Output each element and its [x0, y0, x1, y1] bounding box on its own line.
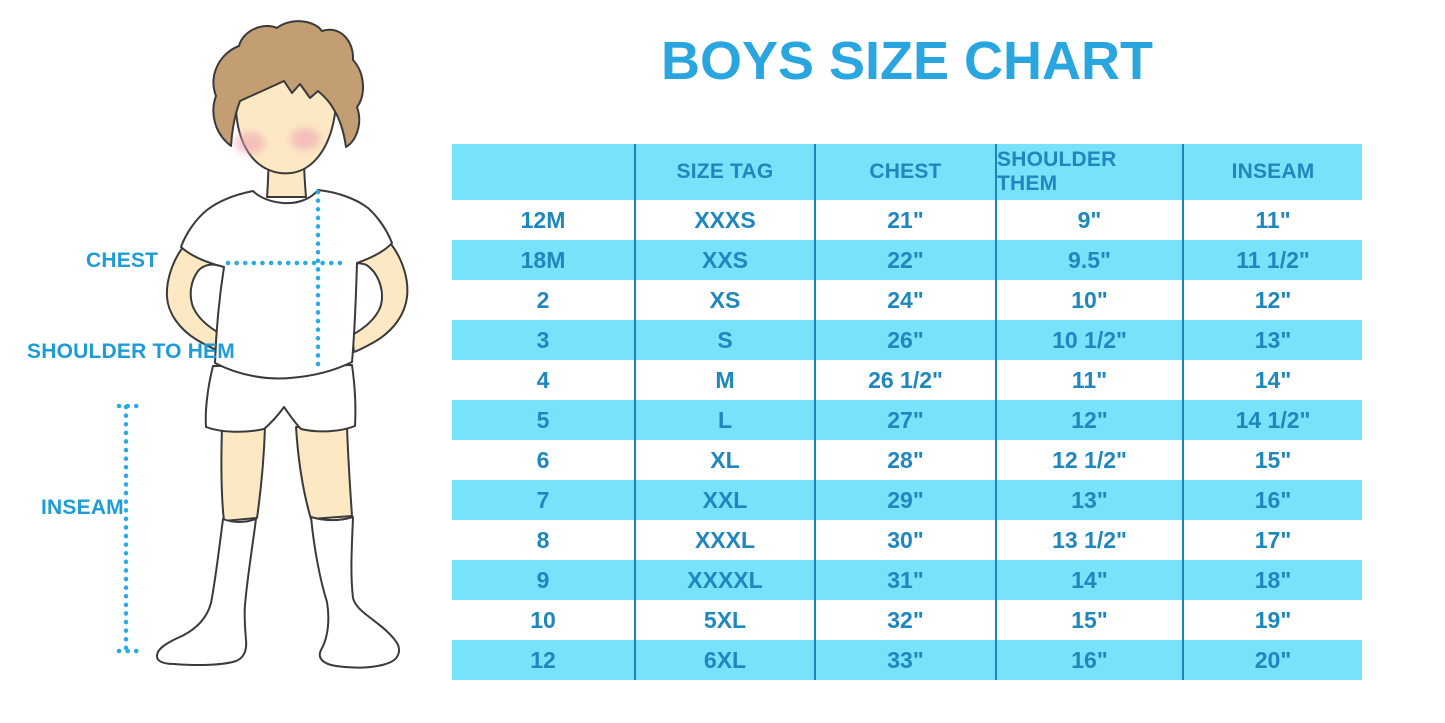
boy-right-cheek-blush [290, 128, 320, 150]
table-cell: 32" [814, 600, 995, 640]
table-row: 5 L 27" 12" 14 1/2" [452, 400, 1362, 440]
cell-size: 12 [530, 646, 556, 673]
page-title: BOYS SIZE CHART [660, 31, 1154, 91]
boy-left-leg [220, 426, 266, 522]
table-cell: 33" [814, 640, 995, 680]
cell-size: 12M [520, 206, 566, 233]
table-cell: 9.5" [995, 240, 1182, 280]
table-cell: 10" [995, 280, 1182, 320]
boy-shorts [204, 364, 357, 433]
table-cell: 9" [995, 200, 1182, 240]
table-cell: 11" [995, 360, 1182, 400]
boy-hair [212, 20, 364, 148]
cell-size: 7 [536, 486, 550, 513]
table-row: 12 6XL 33" 16" 20" [452, 640, 1362, 680]
table-cell: 29" [814, 480, 995, 520]
header-blank [452, 144, 634, 200]
table-cell: 26" [814, 320, 995, 360]
inseam-label: INSEAM [41, 496, 124, 519]
table-row: 18M XXS 22" 9.5" 11 1/2" [452, 240, 1362, 280]
table-cell: XS [634, 280, 814, 320]
table-cell: 27" [814, 400, 995, 440]
table-row: 6 XL 28" 12 1/2" 15" [452, 440, 1362, 480]
cell-size: 4 [536, 366, 550, 393]
cell-size: 10 [530, 606, 556, 633]
table-cell: 13" [1182, 320, 1362, 360]
header-shoulder-them: SHOULDER THEM [995, 144, 1182, 200]
shoulder-to-hem-label: SHOULDER TO HEM [27, 340, 235, 363]
table-cell: 20" [1182, 640, 1362, 680]
header-inseam: INSEAM [1182, 144, 1362, 200]
size-chart-table: SIZE TAG CHEST SHOULDER THEM INSEAM 12M X… [452, 144, 1362, 680]
table-cell: 11" [1182, 200, 1362, 240]
header-size-tag: SIZE TAG [634, 144, 814, 200]
table-cell: M [634, 360, 814, 400]
table-cell: XXXS [634, 200, 814, 240]
chest-label: CHEST [86, 249, 159, 272]
table-cell: 19" [1182, 600, 1362, 640]
cell-size: 18M [520, 246, 566, 273]
table-cell: XXL [634, 480, 814, 520]
table-row: 9 XXXXL 31" 14" 18" [452, 560, 1362, 600]
boy-right-sock [310, 516, 400, 669]
table-cell: 14 1/2" [1182, 400, 1362, 440]
cell-size: 9 [536, 566, 550, 593]
table-cell: 15" [1182, 440, 1362, 480]
table-cell: 11 1/2" [1182, 240, 1362, 280]
boy-illustration [116, 20, 409, 669]
table-cell: 17" [1182, 520, 1362, 560]
table-row: 3 S 26" 10 1/2" 13" [452, 320, 1362, 360]
header-chest: CHEST [814, 144, 995, 200]
boy-right-leg [295, 426, 353, 520]
boy-illustration-panel: CHEST SHOULDER TO HEM INSEAM [0, 0, 450, 723]
table-cell: 12" [1182, 280, 1362, 320]
table-body: 12M XXXS 21" 9" 11" 18M XXS 22" 9.5" 11 1/2" 2 XS 24… [452, 200, 1362, 680]
table-cell: 12 1/2" [995, 440, 1182, 480]
table-header-row: SIZE TAG CHEST SHOULDER THEM INSEAM [452, 144, 1362, 200]
table-cell: 26 1/2" [814, 360, 995, 400]
cell-size: 6 [536, 446, 550, 473]
table-cell: 21" [814, 200, 995, 240]
table-cell: 16" [1182, 480, 1362, 520]
table-row: 7 XXL 29" 13" 16" [452, 480, 1362, 520]
table-cell: 13" [995, 480, 1182, 520]
table-cell: 6XL [634, 640, 814, 680]
table-cell: 14" [1182, 360, 1362, 400]
table-cell: 24" [814, 280, 995, 320]
table-cell: 5XL [634, 600, 814, 640]
table-row: 8 XXXL 30" 13 1/2" 17" [452, 520, 1362, 560]
cell-size: 2 [536, 286, 550, 313]
table-cell: XXXL [634, 520, 814, 560]
table-row: 12M XXXS 21" 9" 11" [452, 200, 1362, 240]
table-cell: 18" [1182, 560, 1362, 600]
table-cell: 31" [814, 560, 995, 600]
table-cell: 22" [814, 240, 995, 280]
table-cell: XXXXL [634, 560, 814, 600]
table-cell: 30" [814, 520, 995, 560]
table-cell: XL [634, 440, 814, 480]
table-cell: 28" [814, 440, 995, 480]
table-cell: XXS [634, 240, 814, 280]
table-cell: 14" [995, 560, 1182, 600]
cell-size: 8 [536, 526, 550, 553]
cell-size: 3 [536, 326, 550, 353]
table-cell: L [634, 400, 814, 440]
table-cell: 12" [995, 400, 1182, 440]
table-row: 2 XS 24" 10" 12" [452, 280, 1362, 320]
boy-left-sock [155, 518, 257, 666]
cell-size: 5 [536, 406, 550, 433]
table-cell: 16" [995, 640, 1182, 680]
table-row: 10 5XL 32" 15" 19" [452, 600, 1362, 640]
table-cell: 15" [995, 600, 1182, 640]
table-row: 4 M 26 1/2" 11" 14" [452, 360, 1362, 400]
table-cell: 13 1/2" [995, 520, 1182, 560]
table-cell: 10 1/2" [995, 320, 1182, 360]
table-cell: S [634, 320, 814, 360]
boy-left-cheek-blush [235, 132, 265, 154]
